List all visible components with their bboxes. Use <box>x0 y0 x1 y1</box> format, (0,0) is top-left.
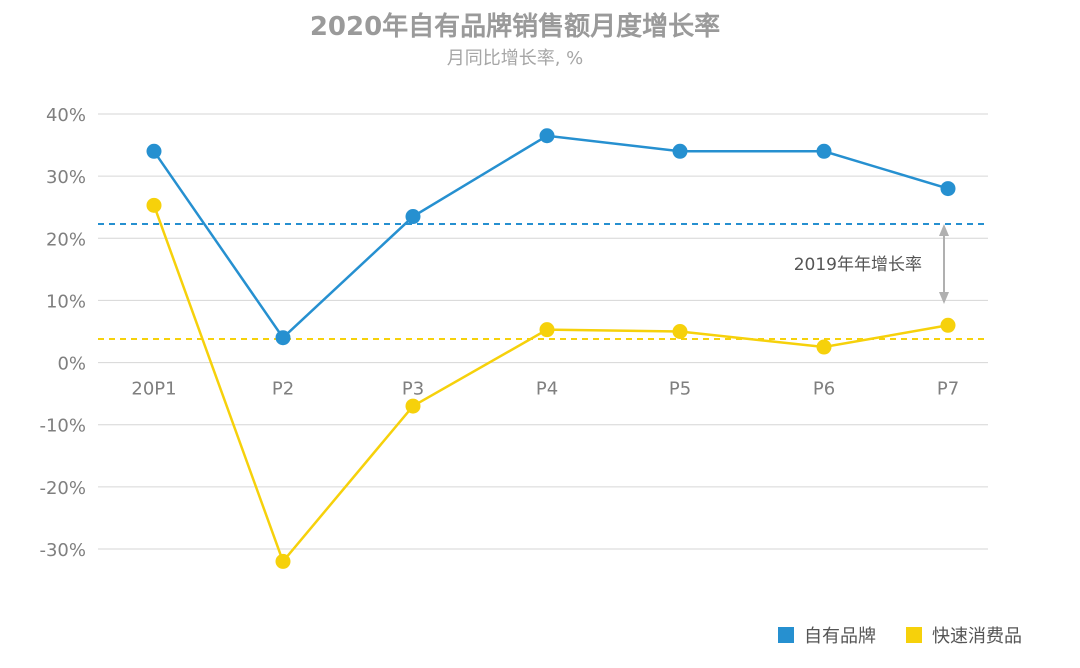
legend-item-fmcg: 快速消费品 <box>906 622 1022 648</box>
data-point <box>816 339 832 355</box>
y-tick-label: 30% <box>46 167 86 188</box>
x-tick-label: P7 <box>937 379 959 400</box>
data-point <box>275 330 291 346</box>
annotation-arrow-head-up <box>939 224 949 236</box>
chart-subtitle: 月同比增长率, % <box>446 48 584 69</box>
y-tick-label: -30% <box>39 540 86 561</box>
chart-title: 2020年自有品牌销售额月度增长率 <box>309 12 721 42</box>
data-point <box>405 209 421 225</box>
data-point <box>146 197 162 213</box>
legend-label: 快速消费品 <box>932 626 1022 647</box>
annotation-label: 2019年年增长率 <box>794 255 922 275</box>
data-point <box>672 324 688 339</box>
data-point <box>146 143 162 159</box>
y-tick-label: 20% <box>46 229 86 250</box>
x-tick-label: P4 <box>536 379 558 400</box>
legend-item-private-label: 自有品牌 <box>778 622 876 648</box>
data-point <box>940 317 956 333</box>
x-tick-label: P6 <box>813 379 835 400</box>
data-point <box>672 143 688 159</box>
data-point <box>405 398 421 414</box>
legend-label: 自有品牌 <box>804 626 876 647</box>
data-point <box>816 143 832 159</box>
x-tick-label: P5 <box>669 379 691 400</box>
data-point <box>539 128 555 144</box>
annotation-arrow-head-down <box>939 292 949 304</box>
legend: 自有品牌 快速消费品 <box>778 622 1022 648</box>
y-tick-label: -20% <box>39 478 86 499</box>
legend-swatch-blue <box>778 627 794 643</box>
series-line <box>152 134 949 340</box>
y-tick-label: 0% <box>57 354 86 375</box>
data-point <box>539 322 555 338</box>
x-tick-label: P2 <box>272 379 294 400</box>
y-tick-label: -10% <box>39 416 86 437</box>
y-tick-label: 10% <box>46 291 86 312</box>
legend-swatch-yellow <box>906 627 922 643</box>
data-point <box>940 181 956 197</box>
x-tick-label: P3 <box>402 379 424 400</box>
x-tick-label: 20P1 <box>131 379 176 400</box>
y-tick-label: 40% <box>46 105 86 126</box>
data-point <box>275 553 291 569</box>
